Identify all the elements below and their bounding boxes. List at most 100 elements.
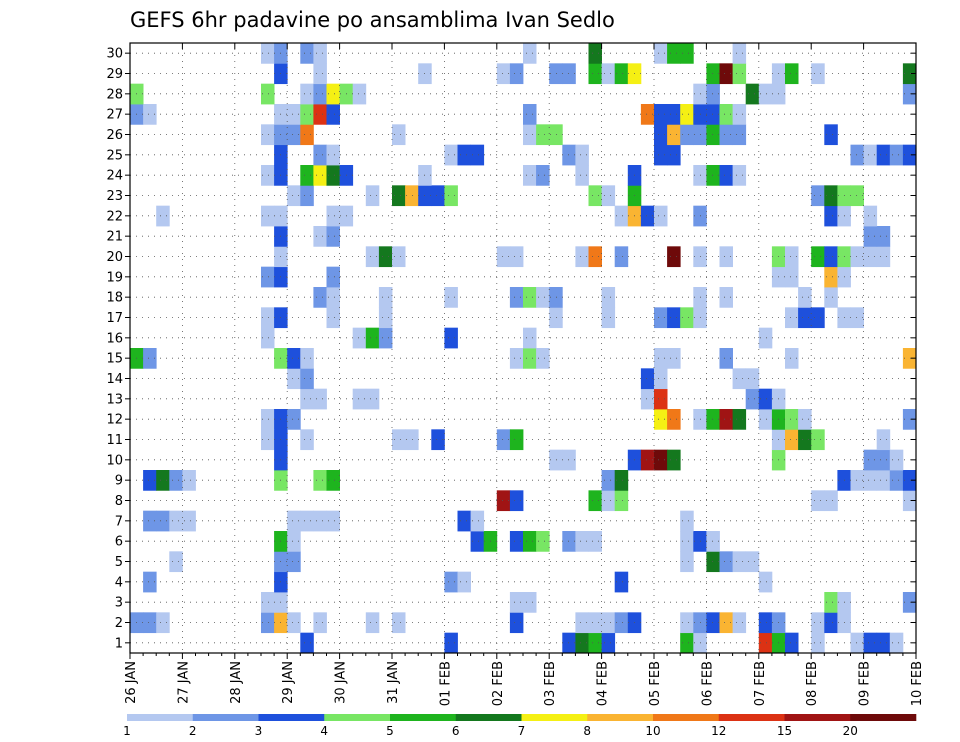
heatmap-cell [261, 429, 275, 451]
heatmap-cell [523, 287, 537, 308]
heatmap-cell [300, 43, 314, 64]
heatmap-cell [287, 510, 301, 532]
heatmap-cell [588, 612, 602, 634]
x-tick-label: 02 FEB [491, 661, 506, 706]
heatmap-cell [640, 205, 655, 227]
heatmap-cell [496, 429, 511, 451]
heatmap-cell [876, 226, 891, 247]
y-tick-label: 15 [106, 352, 123, 367]
heatmap-cell [509, 612, 524, 634]
heatmap-cell [326, 226, 340, 247]
heatmap-cell [182, 470, 196, 491]
heatmap-cell [654, 409, 668, 430]
heatmap-cell [313, 470, 327, 491]
y-tick-label: 17 [106, 311, 123, 326]
heatmap-cell [470, 531, 485, 552]
heatmap-cell [378, 287, 393, 308]
heatmap-cell [614, 246, 629, 268]
heatmap-cell [300, 632, 314, 654]
heatmap-cell [811, 632, 825, 654]
heatmap-cell [614, 612, 629, 634]
heatmap-cell [523, 124, 537, 146]
heatmap-cell [706, 551, 720, 573]
heatmap-cell [785, 632, 799, 654]
heatmap-cell [523, 165, 537, 186]
x-axis: 26 JAN 27 JAN 28 JAN 29 JAN 30 JAN 31 JAN 01 F… [124, 43, 925, 706]
x-tick-label: 29 JAN [281, 661, 296, 704]
heatmap-cell [378, 307, 393, 329]
heatmap-cell [143, 104, 157, 125]
heatmap-cell [352, 327, 367, 349]
heatmap-cell [431, 185, 445, 207]
colorbar-label: 15 [777, 724, 792, 738]
colorbar-swatch [192, 714, 259, 721]
heatmap-cell [811, 63, 825, 85]
colorbar-label: 3 [255, 724, 263, 738]
heatmap-cell [457, 510, 471, 532]
heatmap-cell [680, 531, 694, 552]
heatmap-cell [287, 185, 301, 207]
y-axis: 1234567891011121314151617181920212223242… [106, 47, 916, 651]
heatmap-cell [654, 368, 668, 390]
heatmap-cell [261, 327, 275, 349]
heatmap-cell [601, 612, 616, 634]
heatmap-cell [601, 470, 616, 491]
heatmap-cell [261, 205, 275, 227]
heatmap-cell [732, 612, 747, 634]
heatmap-cell [536, 165, 550, 186]
heatmap-cell [575, 612, 589, 634]
heatmap-cell [143, 348, 157, 369]
heatmap-cell [811, 490, 825, 512]
heatmap-cell [509, 429, 524, 451]
heatmap-cell [785, 429, 799, 451]
heatmap-cell [509, 63, 524, 85]
heatmap-cell [444, 632, 458, 654]
heatmap-cell [758, 571, 773, 593]
heatmap-cell [824, 490, 838, 512]
colorbar-label: 1 [123, 724, 131, 738]
heatmap-cell [287, 124, 301, 146]
heatmap-cell [850, 632, 864, 654]
heatmap-cell [614, 63, 629, 85]
heatmap-cell [261, 43, 275, 64]
heatmap-cell [313, 63, 327, 85]
heatmap-cell [719, 409, 733, 430]
colorbar-label: 2 [189, 724, 197, 738]
y-tick-label: 27 [106, 108, 123, 123]
heatmap-cell [863, 470, 878, 491]
y-tick-label: 3 [115, 596, 123, 611]
colorbar-swatch [718, 714, 785, 721]
heatmap-cell [261, 307, 275, 329]
heatmap-cell [889, 632, 904, 654]
y-tick-label: 9 [115, 474, 123, 489]
heatmap-cell [300, 368, 314, 390]
heatmap-cell [509, 287, 524, 308]
x-tick-label: 09 FEB [858, 661, 873, 706]
heatmap-cell [588, 632, 602, 654]
heatmap-cell [654, 449, 668, 471]
heatmap-cell [824, 612, 838, 634]
heatmap-cell [496, 490, 511, 512]
heatmap-cell [667, 124, 681, 146]
heatmap-cell [601, 287, 616, 308]
colorbar-swatch [653, 714, 720, 721]
heatmap-cell [523, 531, 537, 552]
heatmap-cell [182, 510, 196, 532]
heatmap-cell [719, 551, 733, 573]
heatmap-cell [169, 510, 183, 532]
colorbar-label: 10 [645, 724, 660, 738]
heatmap-cell [876, 246, 891, 268]
heatmap-cell [509, 592, 524, 613]
y-tick-label: 5 [115, 555, 123, 570]
x-tick-label: 28 JAN [229, 661, 244, 704]
y-tick-label: 13 [106, 392, 123, 407]
heatmap-cell [588, 63, 602, 85]
heatmap-cell [850, 144, 864, 166]
y-tick-label: 18 [106, 291, 123, 306]
y-tick-label: 16 [106, 331, 123, 346]
heatmap-cell [732, 409, 747, 430]
heatmap-cell [287, 551, 301, 573]
y-tick-label: 11 [106, 433, 123, 448]
y-tick-label: 8 [115, 494, 123, 509]
heatmap-cell [313, 226, 327, 247]
